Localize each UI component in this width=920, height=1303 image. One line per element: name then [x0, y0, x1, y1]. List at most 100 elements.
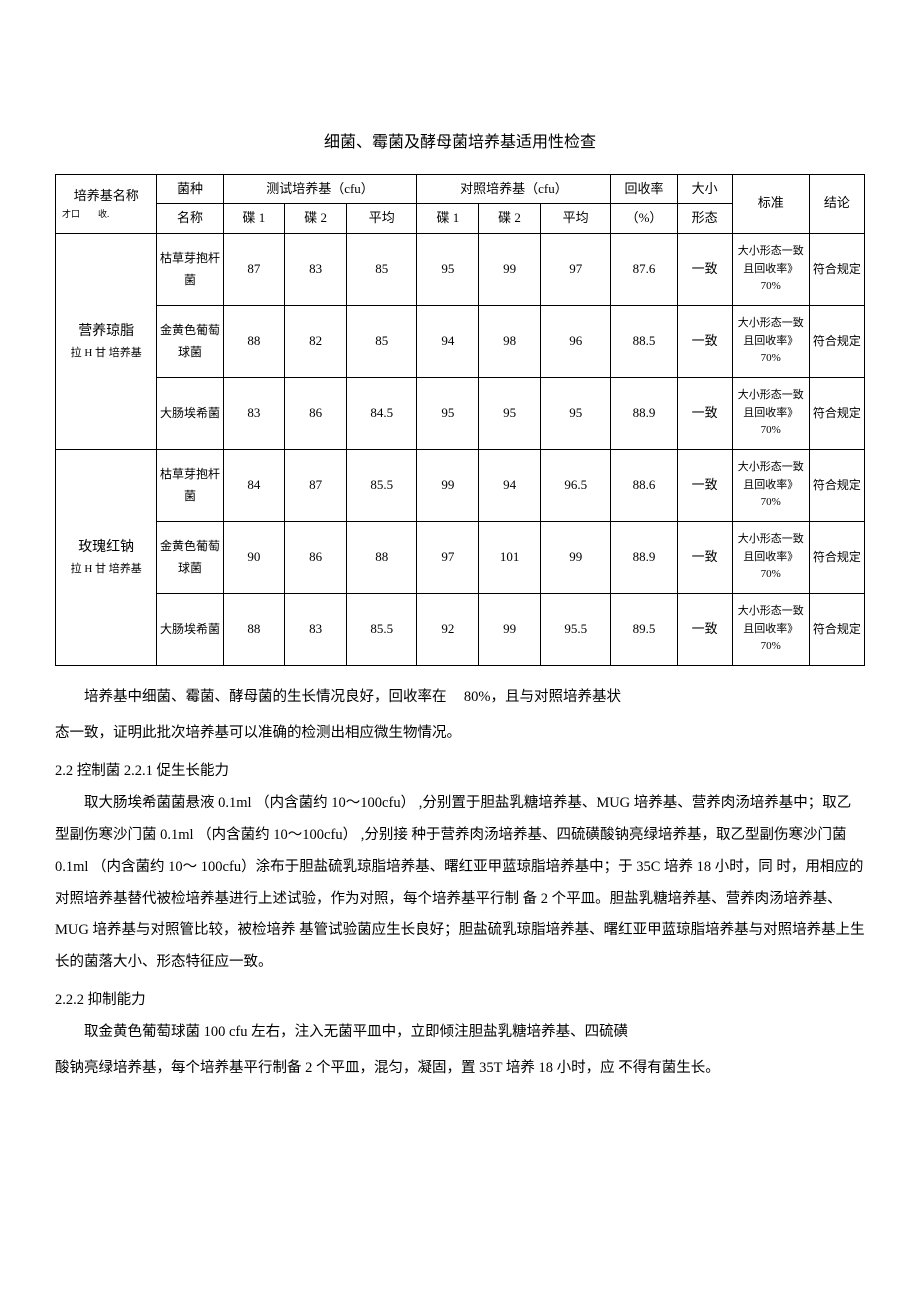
value-cell: 95 — [417, 234, 479, 306]
value-cell: 86 — [285, 522, 347, 594]
growth-paragraph: 取大肠埃希菌菌悬液 0.1ml （内含菌约 10〜100cfu） ,分别置于胆盐… — [55, 788, 865, 979]
value-cell: 94 — [417, 306, 479, 378]
value-cell: 92 — [417, 594, 479, 666]
suitability-table: 培养基名称 才口 收. 菌种 测试培养基（cfu） 对照培养基（cfu） 回收率… — [55, 174, 865, 667]
conclusion-cell: 符合规定 — [809, 450, 864, 522]
value-cell: 98 — [479, 306, 541, 378]
th-medium-name: 培养基名称 才口 收. — [56, 174, 157, 234]
conclusion-cell: 符合规定 — [809, 522, 864, 594]
th-ctrl-avg: 平均 — [540, 204, 611, 234]
conclusion-cell: 符合规定 — [809, 306, 864, 378]
value-cell: 89.5 — [611, 594, 677, 666]
value-cell: 84 — [223, 450, 285, 522]
table-row: 大肠埃希菌838684.595959588.9一致大小形态一致且回收率》70%符… — [56, 378, 865, 450]
value-cell: 85.5 — [346, 450, 417, 522]
table-row: 营养琼脂拉 H 甘 培养基枯草芽抱杆菌87838595999787.6一致大小形… — [56, 234, 865, 306]
value-cell: 88.9 — [611, 522, 677, 594]
value-cell: 94 — [479, 450, 541, 522]
standard-cell: 大小形态一致且回收率》70% — [732, 522, 809, 594]
value-cell: 82 — [285, 306, 347, 378]
section-2-2: 2.2 控制菌 2.2.1 促生长能力 — [55, 756, 865, 788]
conclusion-paragraph-line1: 培养基中细菌、霉菌、酵母菌的生长情况良好，回收率在80%，且与对照培养基状 — [55, 682, 865, 714]
value-cell: 83 — [285, 234, 347, 306]
value-cell: 83 — [223, 378, 285, 450]
conclusion-paragraph-line2: 态一致，证明此批次培养基可以准确的检测出相应微生物情况。 — [55, 718, 865, 750]
value-cell: 90 — [223, 522, 285, 594]
value-cell: 99 — [540, 522, 611, 594]
bacteria-cell: 金黄色葡萄球菌 — [157, 522, 223, 594]
standard-cell: 大小形态一致且回收率》70% — [732, 234, 809, 306]
table-row: 大肠埃希菌888385.5929995.589.5一致大小形态一致且回收率》70… — [56, 594, 865, 666]
value-cell: 95 — [417, 378, 479, 450]
th-conclusion: 结论 — [809, 174, 864, 234]
th-ctrl-p1: 碟 1 — [417, 204, 479, 234]
value-cell: 85.5 — [346, 594, 417, 666]
value-cell: 一致 — [677, 522, 732, 594]
inhibition-paragraph-line1: 取金黄色葡萄球菌 100 cfu 左右，注入无菌平皿中，立即倾注胆盐乳糖培养基、… — [55, 1017, 865, 1049]
medium-name-cell: 玫瑰红钠拉 H 甘 培养基 — [56, 450, 157, 666]
medium-name-cell: 营养琼脂拉 H 甘 培养基 — [56, 234, 157, 450]
value-cell: 一致 — [677, 594, 732, 666]
value-cell: 86 — [285, 378, 347, 450]
value-cell: 99 — [479, 234, 541, 306]
th-test-medium: 测试培养基（cfu） — [223, 174, 417, 204]
value-cell: 87 — [223, 234, 285, 306]
value-cell: 97 — [540, 234, 611, 306]
inhibition-paragraph-line2: 酸钠亮绿培养基，每个培养基平行制备 2 个平皿，混匀，凝固，置 35T 培养 1… — [55, 1053, 865, 1085]
table-row: 金黄色葡萄球菌88828594989688.5一致大小形态一致且回收率》70%符… — [56, 306, 865, 378]
section-2-2-2: 2.2.2 抑制能力 — [55, 985, 865, 1017]
value-cell: 88.9 — [611, 378, 677, 450]
value-cell: 96.5 — [540, 450, 611, 522]
value-cell: 87 — [285, 450, 347, 522]
conclusion-cell: 符合规定 — [809, 234, 864, 306]
standard-cell: 大小形态一致且回收率》70% — [732, 594, 809, 666]
conclusion-cell: 符合规定 — [809, 594, 864, 666]
bacteria-cell: 大肠埃希菌 — [157, 378, 223, 450]
value-cell: 96 — [540, 306, 611, 378]
th-control-medium: 对照培养基（cfu） — [417, 174, 611, 204]
table-title: 细菌、霉菌及酵母菌培养基适用性检查 — [55, 130, 865, 156]
value-cell: 95 — [540, 378, 611, 450]
th-standard: 标准 — [732, 174, 809, 234]
value-cell: 97 — [417, 522, 479, 594]
value-cell: 一致 — [677, 450, 732, 522]
value-cell: 一致 — [677, 234, 732, 306]
value-cell: 88 — [346, 522, 417, 594]
value-cell: 一致 — [677, 306, 732, 378]
th-test-p2: 碟 2 — [285, 204, 347, 234]
value-cell: 84.5 — [346, 378, 417, 450]
value-cell: 99 — [417, 450, 479, 522]
th-morph-sub: 形态 — [677, 204, 732, 234]
bacteria-cell: 大肠埃希菌 — [157, 594, 223, 666]
th-ctrl-p2: 碟 2 — [479, 204, 541, 234]
value-cell: 99 — [479, 594, 541, 666]
table-row: 金黄色葡萄球菌908688971019988.9一致大小形态一致且回收率》70%… — [56, 522, 865, 594]
th-recovery: 回收率 — [611, 174, 677, 204]
value-cell: 88 — [223, 594, 285, 666]
value-cell: 95 — [479, 378, 541, 450]
bacteria-cell: 枯草芽抱杆菌 — [157, 234, 223, 306]
value-cell: 88 — [223, 306, 285, 378]
th-bacteria: 菌种 — [157, 174, 223, 204]
value-cell: 88.5 — [611, 306, 677, 378]
th-recovery-unit: （%） — [611, 204, 677, 234]
value-cell: 95.5 — [540, 594, 611, 666]
bacteria-cell: 金黄色葡萄球菌 — [157, 306, 223, 378]
table-body: 营养琼脂拉 H 甘 培养基枯草芽抱杆菌87838595999787.6一致大小形… — [56, 234, 865, 666]
standard-cell: 大小形态一致且回收率》70% — [732, 306, 809, 378]
table-row: 玫瑰红钠拉 H 甘 培养基枯草芽抱杆菌848785.5999496.588.6一… — [56, 450, 865, 522]
value-cell: 87.6 — [611, 234, 677, 306]
th-morph: 大小 — [677, 174, 732, 204]
value-cell: 101 — [479, 522, 541, 594]
value-cell: 83 — [285, 594, 347, 666]
value-cell: 85 — [346, 306, 417, 378]
th-test-p1: 碟 1 — [223, 204, 285, 234]
value-cell: 85 — [346, 234, 417, 306]
conclusion-cell: 符合规定 — [809, 378, 864, 450]
value-cell: 88.6 — [611, 450, 677, 522]
standard-cell: 大小形态一致且回收率》70% — [732, 378, 809, 450]
standard-cell: 大小形态一致且回收率》70% — [732, 450, 809, 522]
th-test-avg: 平均 — [346, 204, 417, 234]
value-cell: 一致 — [677, 378, 732, 450]
bacteria-cell: 枯草芽抱杆菌 — [157, 450, 223, 522]
